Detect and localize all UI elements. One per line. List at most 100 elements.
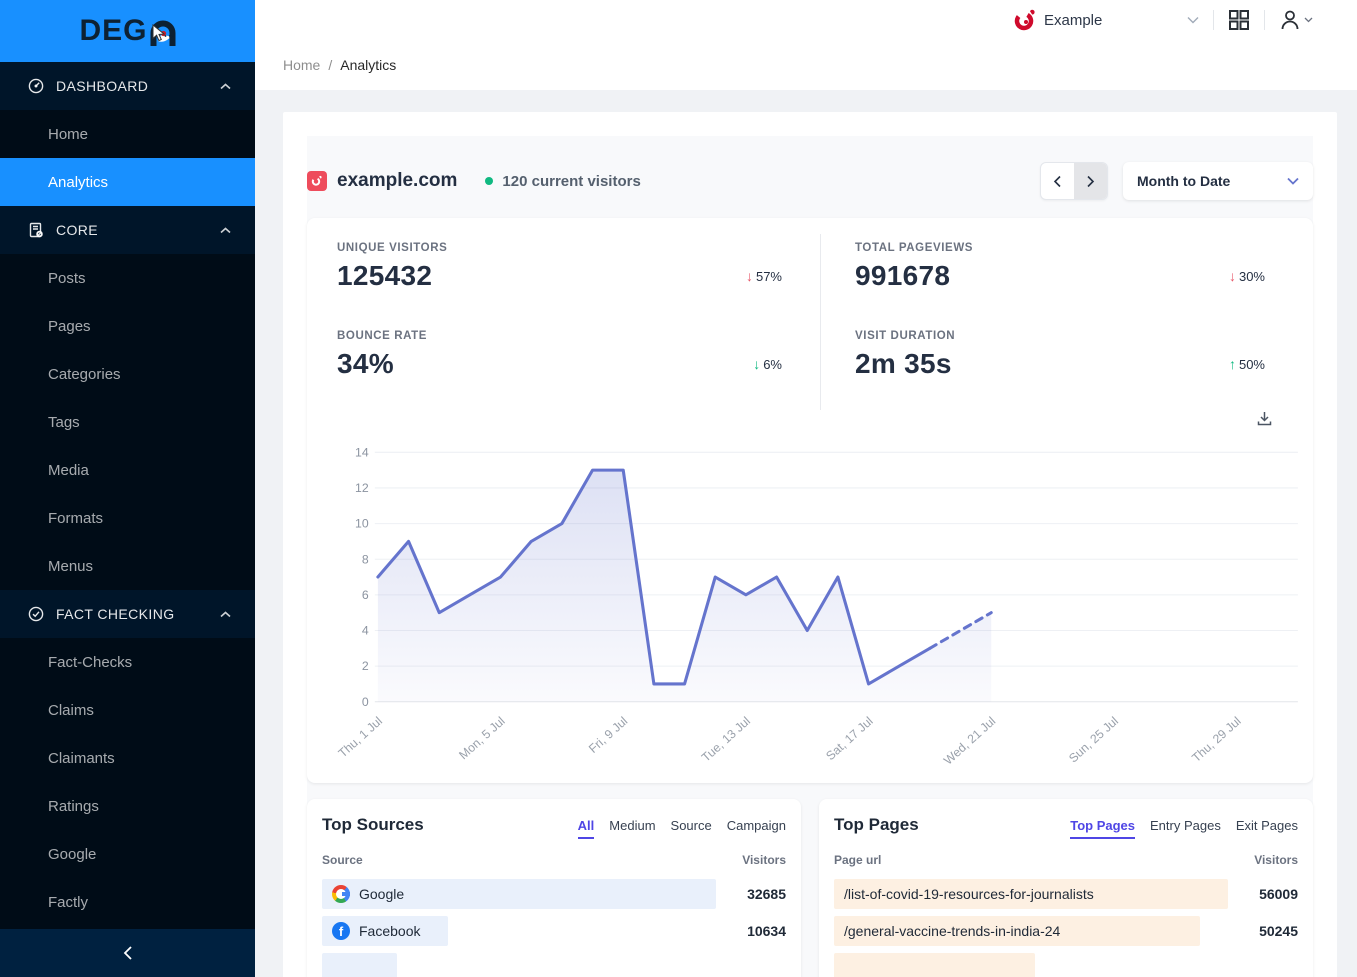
tab-all[interactable]: All xyxy=(577,818,595,840)
sidebar-item-label: Factly xyxy=(48,893,89,911)
svg-text:Sun, 25 Jul: Sun, 25 Jul xyxy=(1066,714,1121,765)
header-divider xyxy=(1264,10,1265,30)
dashboard-icon xyxy=(28,78,44,94)
sidebar-item-label: Posts xyxy=(48,269,86,287)
tab-top-pages[interactable]: Top Pages xyxy=(1070,818,1136,840)
prev-period-button[interactable] xyxy=(1041,163,1074,199)
analytics-embed: example.com 120 current visitors xyxy=(307,136,1313,977)
dega-logo[interactable]: DEGA DEG xyxy=(0,0,255,62)
next-period-button[interactable] xyxy=(1074,163,1107,199)
sidebar-section-label: CORE xyxy=(56,222,99,238)
date-range-value: Month to Date xyxy=(1137,173,1231,189)
sidebar-item-label: Ratings xyxy=(48,797,99,815)
workspace-select[interactable]: Example xyxy=(1013,0,1199,40)
sidebar-item-menus[interactable]: Menus xyxy=(0,542,255,590)
logo-letters: DEG xyxy=(79,14,148,47)
sidebar-item-label: Pages xyxy=(48,317,91,335)
sidebar-item-ratings[interactable]: Ratings xyxy=(0,782,255,830)
sidebar-item-tags[interactable]: Tags xyxy=(0,398,255,446)
page-row-partial[interactable] xyxy=(834,953,1298,977)
sidebar-item-categories[interactable]: Categories xyxy=(0,350,255,398)
source-bar xyxy=(322,953,397,977)
top-pages-columns: Page url Visitors xyxy=(834,853,1298,867)
page-visitors: 50245 xyxy=(1259,923,1298,940)
page-row[interactable]: /general-vaccine-trends-in-india-24 5024… xyxy=(834,916,1298,947)
sidebar: DEGA DEG DASHBOARD xyxy=(0,0,255,977)
sidebar-section-core[interactable]: CORE xyxy=(0,206,255,254)
sidebar-item-google[interactable]: Google xyxy=(0,830,255,878)
workspace-name: Example xyxy=(1044,11,1103,29)
sidebar-item-label: Analytics xyxy=(48,173,109,191)
sidebar-item-factly[interactable]: Factly xyxy=(0,878,255,926)
live-dot-icon xyxy=(485,177,494,185)
sidebar-item-label: Menus xyxy=(48,557,94,575)
stat-label: VISIT DURATION xyxy=(855,330,956,342)
source-bar xyxy=(322,879,716,910)
source-row-facebook[interactable]: f Facebook 10634 xyxy=(322,916,786,947)
trend-arrow-icon: ↑ xyxy=(1228,356,1236,372)
tab-source[interactable]: Source xyxy=(670,818,712,834)
tab-campaign[interactable]: Campaign xyxy=(726,818,786,834)
trend-arrow-icon: ↓ xyxy=(745,268,753,284)
source-row-partial[interactable] xyxy=(322,953,786,977)
tab-entry-pages[interactable]: Entry Pages xyxy=(1150,818,1221,834)
column-visitors: Visitors xyxy=(1254,853,1298,868)
tab-exit-pages[interactable]: Exit Pages xyxy=(1235,818,1298,834)
source-name: Google xyxy=(359,886,405,903)
sidebar-item-home[interactable]: Home xyxy=(0,110,255,158)
sidebar-item-label: Fact-Checks xyxy=(48,653,133,671)
page-bar xyxy=(834,879,1228,910)
sidebar-item-media[interactable]: Media xyxy=(0,446,255,494)
breadcrumb-home[interactable]: Home xyxy=(283,57,321,73)
sidebar-menu: DASHBOARD Home Analytics CORE Posts Page… xyxy=(0,62,255,929)
sidebar-item-posts[interactable]: Posts xyxy=(0,254,255,302)
header-divider xyxy=(1213,10,1214,30)
top-sources-tabs: All Medium Source Campaign xyxy=(577,818,786,840)
download-icon[interactable] xyxy=(1256,410,1273,434)
page-url: /list-of-covid-19-resources-for-journali… xyxy=(844,886,1094,903)
svg-text:Sat, 17 Jul: Sat, 17 Jul xyxy=(823,714,875,763)
page-visitors: 56009 xyxy=(1259,886,1298,903)
sidebar-item-claims[interactable]: Claims xyxy=(0,686,255,734)
sidebar-item-label: Google xyxy=(48,845,97,863)
breadcrumb-separator: / xyxy=(328,57,333,73)
sidebar-item-claimants[interactable]: Claimants xyxy=(0,734,255,782)
source-name: Facebook xyxy=(359,923,421,940)
sidebar-item-fact-checks[interactable]: Fact-Checks xyxy=(0,638,255,686)
stat-change: ↓ 30% xyxy=(1228,268,1265,284)
stat-change: ↓ 57% xyxy=(745,268,782,284)
sidebar-section-dashboard[interactable]: DASHBOARD xyxy=(0,62,255,110)
breadcrumb-current: Analytics xyxy=(340,57,397,73)
sidebar-collapse-trigger[interactable] xyxy=(0,929,255,977)
svg-text:Thu, 29 Jul: Thu, 29 Jul xyxy=(1189,714,1243,765)
page-row[interactable]: /list-of-covid-19-resources-for-journali… xyxy=(834,879,1298,910)
date-range-select[interactable]: Month to Date xyxy=(1123,162,1313,200)
sidebar-item-formats[interactable]: Formats xyxy=(0,494,255,542)
sidebar-section-fact-checking[interactable]: FACT CHECKING xyxy=(0,590,255,638)
sidebar-item-pages[interactable]: Pages xyxy=(0,302,255,350)
sidebar-item-analytics[interactable]: Analytics xyxy=(0,158,255,206)
page-bar xyxy=(834,953,1035,977)
workspace-logo-icon xyxy=(1014,9,1035,31)
top-pages-tabs: Top Pages Entry Pages Exit Pages xyxy=(1070,818,1298,840)
column-visitors: Visitors xyxy=(742,853,786,868)
chevron-down-icon xyxy=(1187,16,1199,24)
tab-medium[interactable]: Medium xyxy=(609,818,656,834)
apps-grid-icon[interactable] xyxy=(1228,9,1250,31)
sidebar-item-label: Home xyxy=(48,125,89,143)
live-visitors-text: 120 current visitors xyxy=(502,172,641,190)
chevron-up-icon xyxy=(220,610,231,618)
sidebar-item-label: Tags xyxy=(48,413,80,431)
user-menu[interactable] xyxy=(1279,9,1313,31)
container-icon xyxy=(28,222,44,238)
source-visitors: 32685 xyxy=(747,886,786,903)
svg-text:Tue, 13 Jul: Tue, 13 Jul xyxy=(699,714,753,765)
chevron-up-icon xyxy=(220,82,231,90)
svg-text:6: 6 xyxy=(362,588,369,602)
stat-value: 34% xyxy=(337,348,394,379)
stats-grid: UNIQUE VISITORS 125432 ↓ 57% TOTAL PAGEVI… xyxy=(337,234,1303,410)
top-sources-card: Top Sources All Medium Source Campaign S… xyxy=(307,799,801,977)
chevron-left-icon xyxy=(123,946,132,960)
source-row-google[interactable]: Google 32685 xyxy=(322,879,786,910)
trend-arrow-icon: ↓ xyxy=(1228,268,1236,284)
